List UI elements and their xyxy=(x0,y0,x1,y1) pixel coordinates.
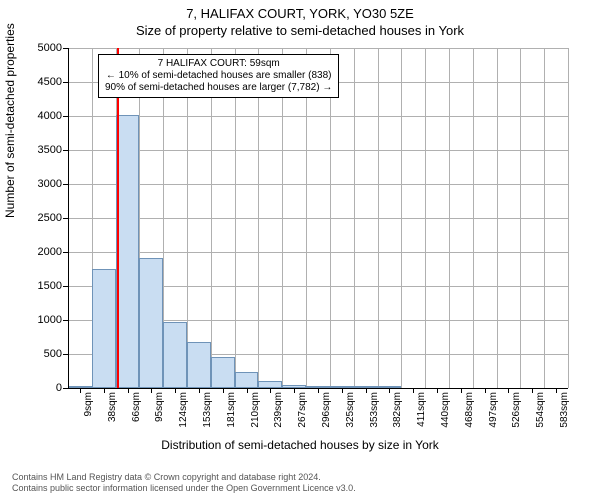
x-tick xyxy=(247,388,248,393)
x-tick-label: 497sqm xyxy=(488,392,499,428)
gridline xyxy=(306,48,307,388)
x-tick-label: 583sqm xyxy=(559,392,570,428)
x-tick-label: 95sqm xyxy=(154,392,165,422)
gridline xyxy=(473,48,474,388)
y-tick-label: 2000 xyxy=(38,246,62,258)
gridline xyxy=(211,48,212,388)
histogram-bar xyxy=(163,322,187,388)
gridline xyxy=(68,150,568,151)
page-title: 7, HALIFAX COURT, YORK, YO30 5ZE xyxy=(0,6,600,21)
x-tick-label: 296sqm xyxy=(321,392,332,428)
footer-attribution: Contains HM Land Registry data © Crown c… xyxy=(12,472,356,494)
x-tick-label: 353sqm xyxy=(369,392,380,428)
histogram-bar xyxy=(235,372,259,388)
x-tick-label: 411sqm xyxy=(416,392,427,427)
x-tick-label: 325sqm xyxy=(345,392,356,428)
x-tick xyxy=(413,388,414,393)
histogram-bar xyxy=(187,342,211,388)
x-tick xyxy=(128,388,129,393)
gridline xyxy=(354,48,355,388)
gridline xyxy=(378,48,379,388)
x-tick xyxy=(223,388,224,393)
x-tick xyxy=(532,388,533,393)
gridline xyxy=(497,48,498,388)
x-tick xyxy=(437,388,438,393)
x-tick-label: 440sqm xyxy=(440,392,451,428)
x-tick xyxy=(270,388,271,393)
x-tick xyxy=(175,388,176,393)
gridline xyxy=(258,48,259,388)
gridline xyxy=(235,48,236,388)
x-tick xyxy=(294,388,295,393)
gridline xyxy=(68,48,568,49)
histogram-bar xyxy=(92,269,116,388)
gridline xyxy=(68,184,568,185)
property-callout: 7 HALIFAX COURT: 59sqm← 10% of semi-deta… xyxy=(98,54,339,98)
y-tick-label: 3500 xyxy=(38,144,62,156)
x-tick xyxy=(366,388,367,393)
x-tick-label: 210sqm xyxy=(250,392,261,428)
histogram-bar xyxy=(258,381,282,388)
x-tick-label: 153sqm xyxy=(202,392,213,428)
x-tick xyxy=(461,388,462,393)
y-axis-label: Number of semi-detached properties xyxy=(3,23,17,218)
gridline xyxy=(401,48,402,388)
y-tick-label: 2500 xyxy=(38,212,62,224)
x-tick-label: 526sqm xyxy=(511,392,522,428)
gridline xyxy=(544,48,545,388)
y-axis xyxy=(68,48,69,388)
y-tick-label: 4500 xyxy=(38,76,62,88)
callout-line: 7 HALIFAX COURT: 59sqm xyxy=(105,58,332,70)
y-tick-label: 0 xyxy=(56,382,62,394)
histogram-bar xyxy=(211,357,235,388)
y-tick-label: 5000 xyxy=(38,42,62,54)
callout-line: ← 10% of semi-detached houses are smalle… xyxy=(105,70,332,82)
x-tick xyxy=(151,388,152,393)
x-tick-label: 554sqm xyxy=(535,392,546,428)
x-tick xyxy=(104,388,105,393)
x-tick xyxy=(342,388,343,393)
x-tick-label: 468sqm xyxy=(464,392,475,428)
y-tick-label: 500 xyxy=(44,348,62,360)
x-tick-label: 239sqm xyxy=(273,392,284,428)
footer-line: Contains HM Land Registry data © Crown c… xyxy=(12,472,356,483)
gridline xyxy=(282,48,283,388)
property-marker-line xyxy=(117,48,119,388)
y-tick-label: 3000 xyxy=(38,178,62,190)
histogram-bar xyxy=(139,258,163,388)
chart-plot-area: 0500100015002000250030003500400045005000… xyxy=(68,48,568,388)
histogram-bar xyxy=(116,115,140,388)
y-tick-label: 1500 xyxy=(38,280,62,292)
x-tick xyxy=(485,388,486,393)
gridline xyxy=(520,48,521,388)
x-tick xyxy=(318,388,319,393)
footer-line: Contains public sector information licen… xyxy=(12,483,356,494)
x-tick-label: 9sqm xyxy=(83,392,94,416)
page-subtitle: Size of property relative to semi-detach… xyxy=(0,23,600,38)
x-tick-label: 66sqm xyxy=(131,392,142,422)
gridline xyxy=(425,48,426,388)
x-tick-label: 181sqm xyxy=(226,392,237,428)
x-tick xyxy=(389,388,390,393)
gridline xyxy=(568,48,569,388)
gridline xyxy=(187,48,188,388)
callout-line: 90% of semi-detached houses are larger (… xyxy=(105,82,332,94)
gridline xyxy=(68,218,568,219)
gridline xyxy=(449,48,450,388)
y-tick-label: 1000 xyxy=(38,314,62,326)
gridline xyxy=(68,252,568,253)
y-tick-label: 4000 xyxy=(38,110,62,122)
x-tick-label: 38sqm xyxy=(107,392,118,422)
gridline xyxy=(330,48,331,388)
x-tick xyxy=(80,388,81,393)
x-tick xyxy=(556,388,557,393)
x-tick-label: 267sqm xyxy=(297,392,308,428)
x-tick xyxy=(508,388,509,393)
x-axis-label: Distribution of semi-detached houses by … xyxy=(0,438,600,452)
x-tick-label: 382sqm xyxy=(392,392,403,428)
gridline xyxy=(68,116,568,117)
x-tick xyxy=(199,388,200,393)
x-tick-label: 124sqm xyxy=(178,392,189,428)
